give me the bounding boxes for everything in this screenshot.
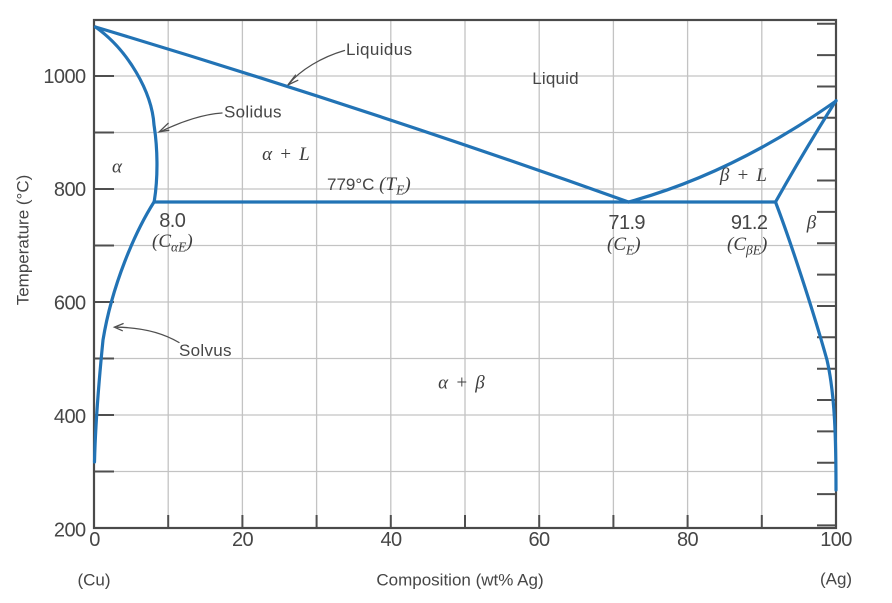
svg-text:600: 600 xyxy=(54,293,86,315)
svg-text:0: 0 xyxy=(89,529,100,551)
svg-text:(Cu): (Cu) xyxy=(77,571,110,590)
svg-text:(CE): (CE) xyxy=(607,234,641,258)
svg-text:β + L: β + L xyxy=(719,165,768,186)
svg-text:Liquidus: Liquidus xyxy=(346,40,413,59)
svg-text:40: 40 xyxy=(380,529,402,551)
svg-text:1000: 1000 xyxy=(43,66,86,88)
svg-text:8.0: 8.0 xyxy=(159,210,185,232)
svg-text:400: 400 xyxy=(54,406,86,428)
svg-text:71.9: 71.9 xyxy=(608,212,645,234)
svg-text:Solidus: Solidus xyxy=(224,103,282,122)
svg-text:β: β xyxy=(806,213,817,234)
svg-text:91.2: 91.2 xyxy=(731,212,768,234)
svg-text:α: α xyxy=(112,157,123,178)
svg-text:779°C (TE): 779°C (TE) xyxy=(327,174,411,198)
svg-text:60: 60 xyxy=(528,529,550,551)
svg-text:Temperature (°C): Temperature (°C) xyxy=(14,175,33,306)
svg-text:200: 200 xyxy=(54,520,86,542)
svg-text:α + L: α + L xyxy=(262,144,311,165)
svg-text:α + β: α + β xyxy=(438,373,486,394)
svg-text:80: 80 xyxy=(677,529,699,551)
svg-text:Composition (wt% Ag): Composition (wt% Ag) xyxy=(376,571,543,590)
svg-text:20: 20 xyxy=(232,529,254,551)
svg-text:800: 800 xyxy=(54,179,86,201)
svg-text:100: 100 xyxy=(820,529,852,551)
svg-text:(Ag): (Ag) xyxy=(820,570,852,589)
svg-text:Solvus: Solvus xyxy=(179,341,232,360)
svg-text:Liquid: Liquid xyxy=(532,69,579,88)
